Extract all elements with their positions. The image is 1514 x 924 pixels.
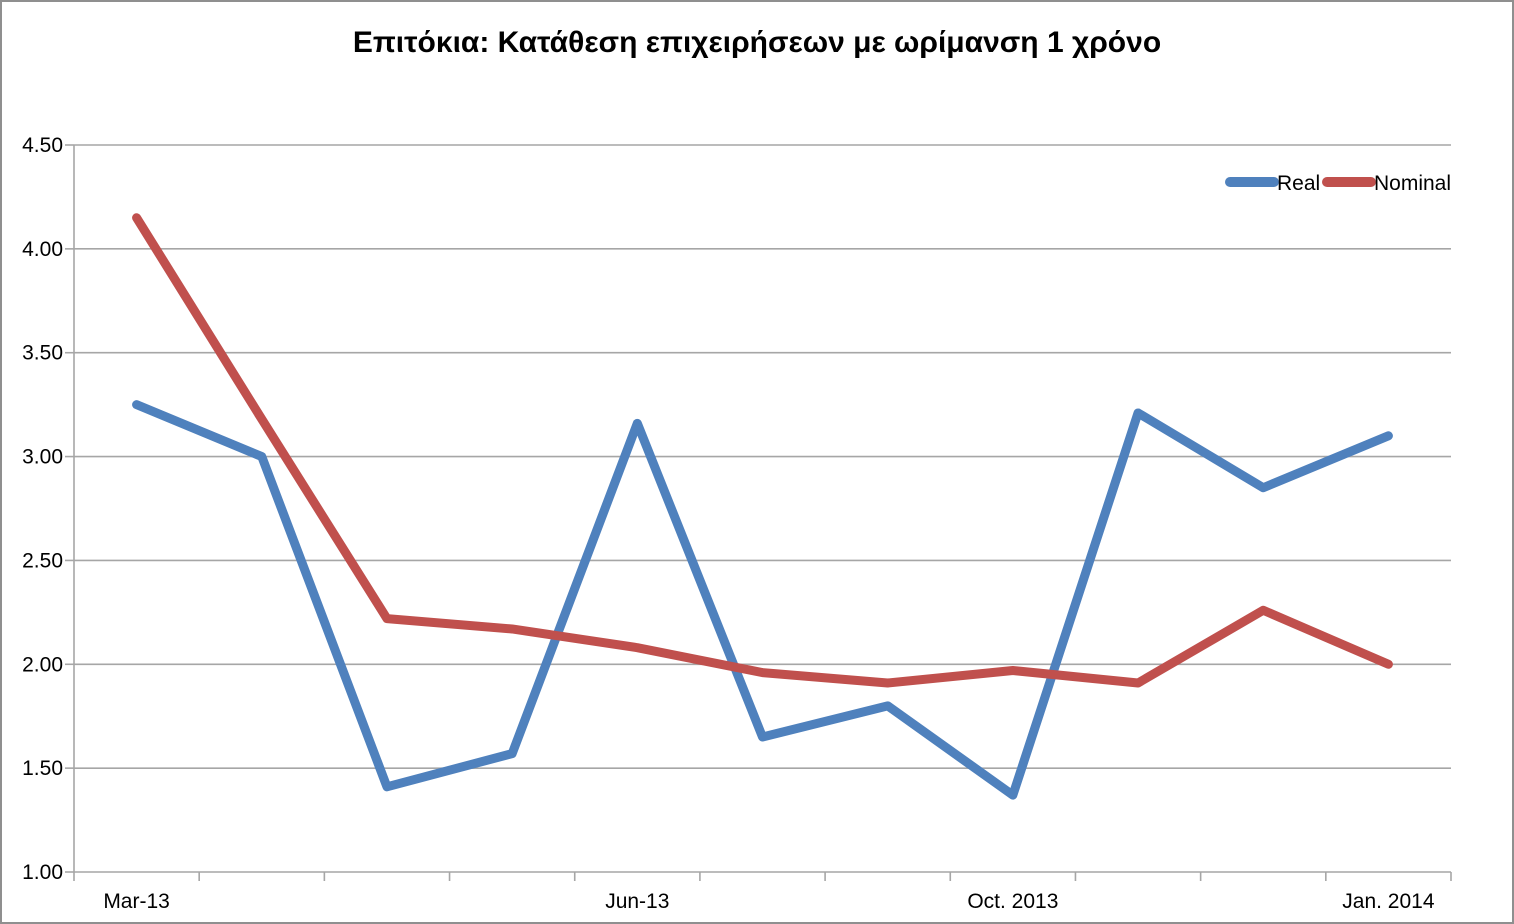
y-tick-label: 1.00 xyxy=(22,861,63,884)
legend-label-nominal: Nominal xyxy=(1374,172,1451,195)
x-tick-label: Mar-13 xyxy=(103,890,170,913)
series-line-real xyxy=(132,400,1393,800)
y-tick-label: 3.00 xyxy=(22,446,63,469)
y-tick-label: 4.50 xyxy=(22,134,63,157)
y-tick-label: 2.50 xyxy=(22,549,63,572)
y-tick-label: 4.00 xyxy=(22,238,63,261)
legend-label-real: Real xyxy=(1277,172,1320,195)
y-tick-label: 3.50 xyxy=(22,342,63,365)
x-tick-label: Jun-13 xyxy=(605,890,669,913)
chart-title: Επιτόκια: Κατάθεση επιχειρήσεων με ωρίμα… xyxy=(352,26,1162,59)
y-tick-label: 1.50 xyxy=(22,757,63,780)
series-line-nominal xyxy=(132,213,1393,688)
x-tick-label: Oct. 2013 xyxy=(967,890,1058,913)
y-tick-label: 2.00 xyxy=(22,653,63,676)
x-tick-label: Jan. 2014 xyxy=(1342,890,1435,913)
